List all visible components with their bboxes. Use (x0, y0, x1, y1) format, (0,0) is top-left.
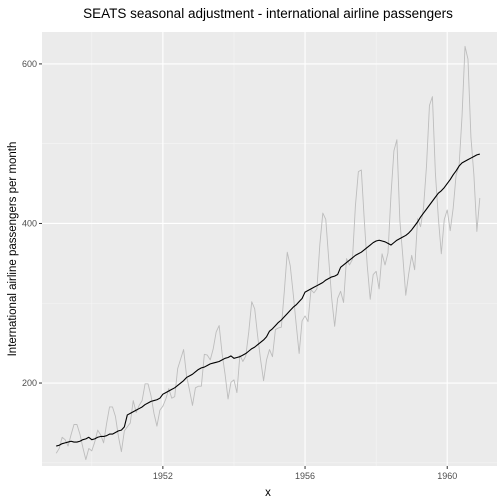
x-tick-label: 1952 (153, 471, 173, 481)
y-axis-title: International airline passengers per mon… (7, 142, 19, 357)
x-axis-title: x (265, 487, 271, 499)
plot-panel (42, 32, 497, 466)
x-tick-label: 1956 (295, 471, 315, 481)
chart-title: SEATS seasonal adjustment - internationa… (83, 6, 453, 21)
y-tick-label: 600 (22, 59, 37, 69)
y-tick-label: 400 (22, 218, 37, 228)
y-tick-label: 200 (22, 378, 37, 388)
x-tick-label: 1960 (437, 471, 457, 481)
